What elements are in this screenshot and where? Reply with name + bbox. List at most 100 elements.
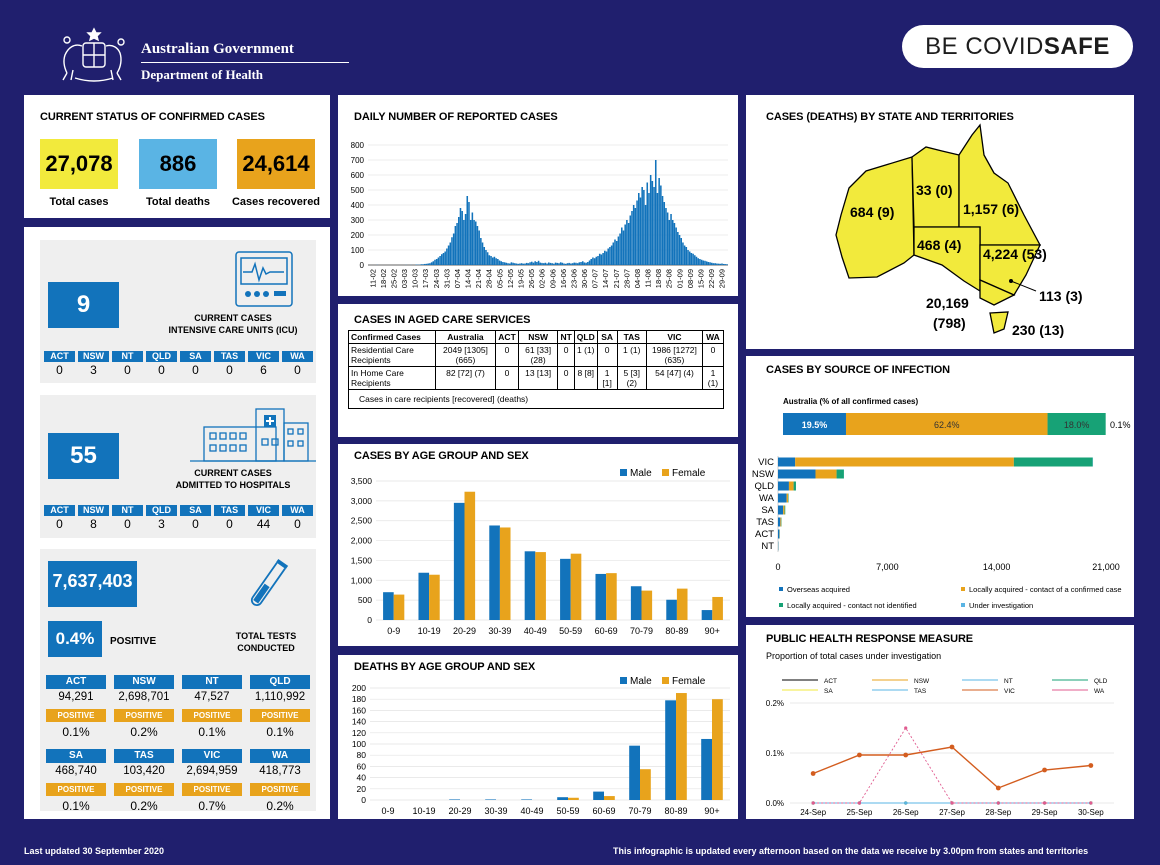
- source-bar: [778, 457, 796, 467]
- source-bar: [793, 481, 796, 491]
- daily-bar: [531, 261, 533, 265]
- y-tick-label: 2,000: [351, 536, 373, 546]
- x-tick-label: 14-04: [464, 269, 473, 288]
- map-label-sa: 468 (4): [917, 237, 961, 253]
- daily-bar: [649, 175, 652, 265]
- current-status-title: CURRENT STATUS OF CONFIRMED CASES: [40, 111, 265, 123]
- daily-bar: [536, 262, 538, 265]
- daily-bar: [566, 263, 569, 265]
- daily-bar: [609, 247, 611, 265]
- x-tick-label: 10-03: [411, 269, 420, 288]
- y-tick-label: 200: [352, 683, 366, 693]
- daily-bar: [621, 227, 623, 265]
- aged-cell: 1 (1): [573, 343, 598, 367]
- series-point: [1089, 801, 1093, 805]
- source-bar: [778, 481, 789, 491]
- source-share-segment: [1047, 413, 1106, 435]
- update-note: This infographic is updated every aftern…: [613, 846, 1089, 856]
- state-value: 0: [158, 363, 165, 377]
- aged-header-cell: ACT: [495, 330, 519, 344]
- y-tick-label: WA: [759, 493, 775, 504]
- state-value: 0: [192, 363, 199, 377]
- source-panel: CASES BY SOURCE OF INFECTION Australia (…: [746, 356, 1134, 617]
- daily-bar: [624, 224, 626, 265]
- source-share-investigation: 0.1%: [1110, 420, 1131, 430]
- aged-care-table: Confirmed Cases Australia ACT NSW NT QLD SA TAS…: [348, 330, 725, 409]
- daily-bar: [570, 263, 572, 265]
- legend-swatch: [620, 469, 627, 476]
- aged-care-panel: CASES IN AGED CARE SERVICES Confirmed Ca…: [338, 304, 738, 437]
- map-label-nsw: 4,224 (53): [983, 246, 1047, 262]
- x-tick-label: 07-04: [453, 269, 462, 288]
- daily-bar: [527, 263, 530, 265]
- state-label: TAS: [214, 505, 245, 516]
- series-point: [904, 801, 908, 805]
- daily-bar: [712, 263, 715, 265]
- state-label: NSW: [78, 505, 109, 516]
- hospital-section: 55 CURRENT CASES ADMITTED TO HOSPITALS A…: [40, 395, 316, 538]
- state-value: 0: [56, 517, 63, 531]
- daily-bar: [456, 223, 458, 265]
- daily-bar: [502, 262, 504, 265]
- age-bar: [666, 599, 677, 620]
- daily-bar: [424, 263, 426, 265]
- x-tick-label: 18-02: [379, 269, 388, 288]
- aged-cell: 1 (1): [701, 366, 725, 390]
- test-state-pct: 0.7%: [198, 799, 226, 813]
- state-label: NT: [112, 351, 143, 362]
- y-tick-label: QLD: [754, 481, 774, 492]
- source-subtitle: Australia (% of all confirmed cases): [783, 397, 918, 406]
- y-tick-label: 3,000: [351, 496, 373, 506]
- daily-bar: [699, 259, 701, 265]
- series-point: [1088, 763, 1094, 768]
- daily-bar: [600, 254, 603, 265]
- last-updated: Last updated 30 September 2020: [24, 846, 165, 856]
- daily-bar: [663, 202, 666, 265]
- daily-bar: [437, 257, 440, 265]
- x-tick-label: 04-08: [633, 269, 642, 288]
- y-tick-label: 20: [357, 784, 367, 794]
- positive-tag: POSITIVE: [250, 709, 310, 722]
- legend-label: Under investigation: [969, 601, 1033, 610]
- daily-bar: [685, 247, 688, 265]
- positive-tag: POSITIVE: [114, 783, 174, 796]
- source-share-label: 19.5%: [802, 420, 828, 430]
- daily-bar: [716, 263, 718, 265]
- total-deaths-label: Total deaths: [146, 196, 210, 208]
- australia-map: 684 (9) 33 (0) 1,157 (6) 468 (4) 4,224 (…: [835, 123, 1083, 338]
- daily-bar: [442, 253, 445, 265]
- age-bar: [535, 552, 546, 620]
- daily-bar: [542, 263, 545, 265]
- daily-bar: [598, 253, 601, 265]
- y-tick-label: 0: [360, 261, 365, 270]
- daily-bar: [466, 196, 469, 265]
- age-bar: [640, 769, 651, 800]
- daily-bar: [458, 217, 460, 265]
- daily-bar: [614, 239, 616, 265]
- test-state-count: 1,110,992: [254, 691, 306, 703]
- daily-bar: [702, 260, 705, 265]
- test-state-count: 418,773: [259, 765, 301, 777]
- positive-tag: POSITIVE: [250, 783, 310, 796]
- aged-cell: 1 [1]: [596, 366, 618, 390]
- y-tick-label: 3,500: [351, 476, 373, 486]
- daily-bar: [695, 256, 698, 265]
- daily-bar: [507, 263, 509, 265]
- daily-bar: [643, 190, 645, 265]
- legend-swatch: [662, 677, 669, 684]
- series-point: [857, 801, 862, 805]
- daily-bar: [714, 263, 716, 265]
- source-share-segment: [783, 413, 846, 435]
- total-deaths-value: 886: [139, 139, 217, 189]
- public-health-panel: PUBLIC HEALTH RESPONSE MEASURE Proportio…: [746, 625, 1134, 819]
- age-bar: [568, 797, 579, 800]
- vic-region: [979, 279, 1016, 306]
- x-tick-label: 19-05: [517, 269, 526, 288]
- x-tick-label: 28-04: [485, 269, 494, 288]
- aged-cell: 1986 [1272] (635): [646, 343, 703, 367]
- x-tick-label: 40-49: [520, 806, 543, 816]
- y-tick-label: 500: [358, 595, 372, 605]
- y-tick-label: 1,000: [351, 575, 373, 585]
- hospital-label-2: ADMITTED TO HOSPITALS: [175, 480, 291, 490]
- test-state-pct: 0.2%: [130, 799, 158, 813]
